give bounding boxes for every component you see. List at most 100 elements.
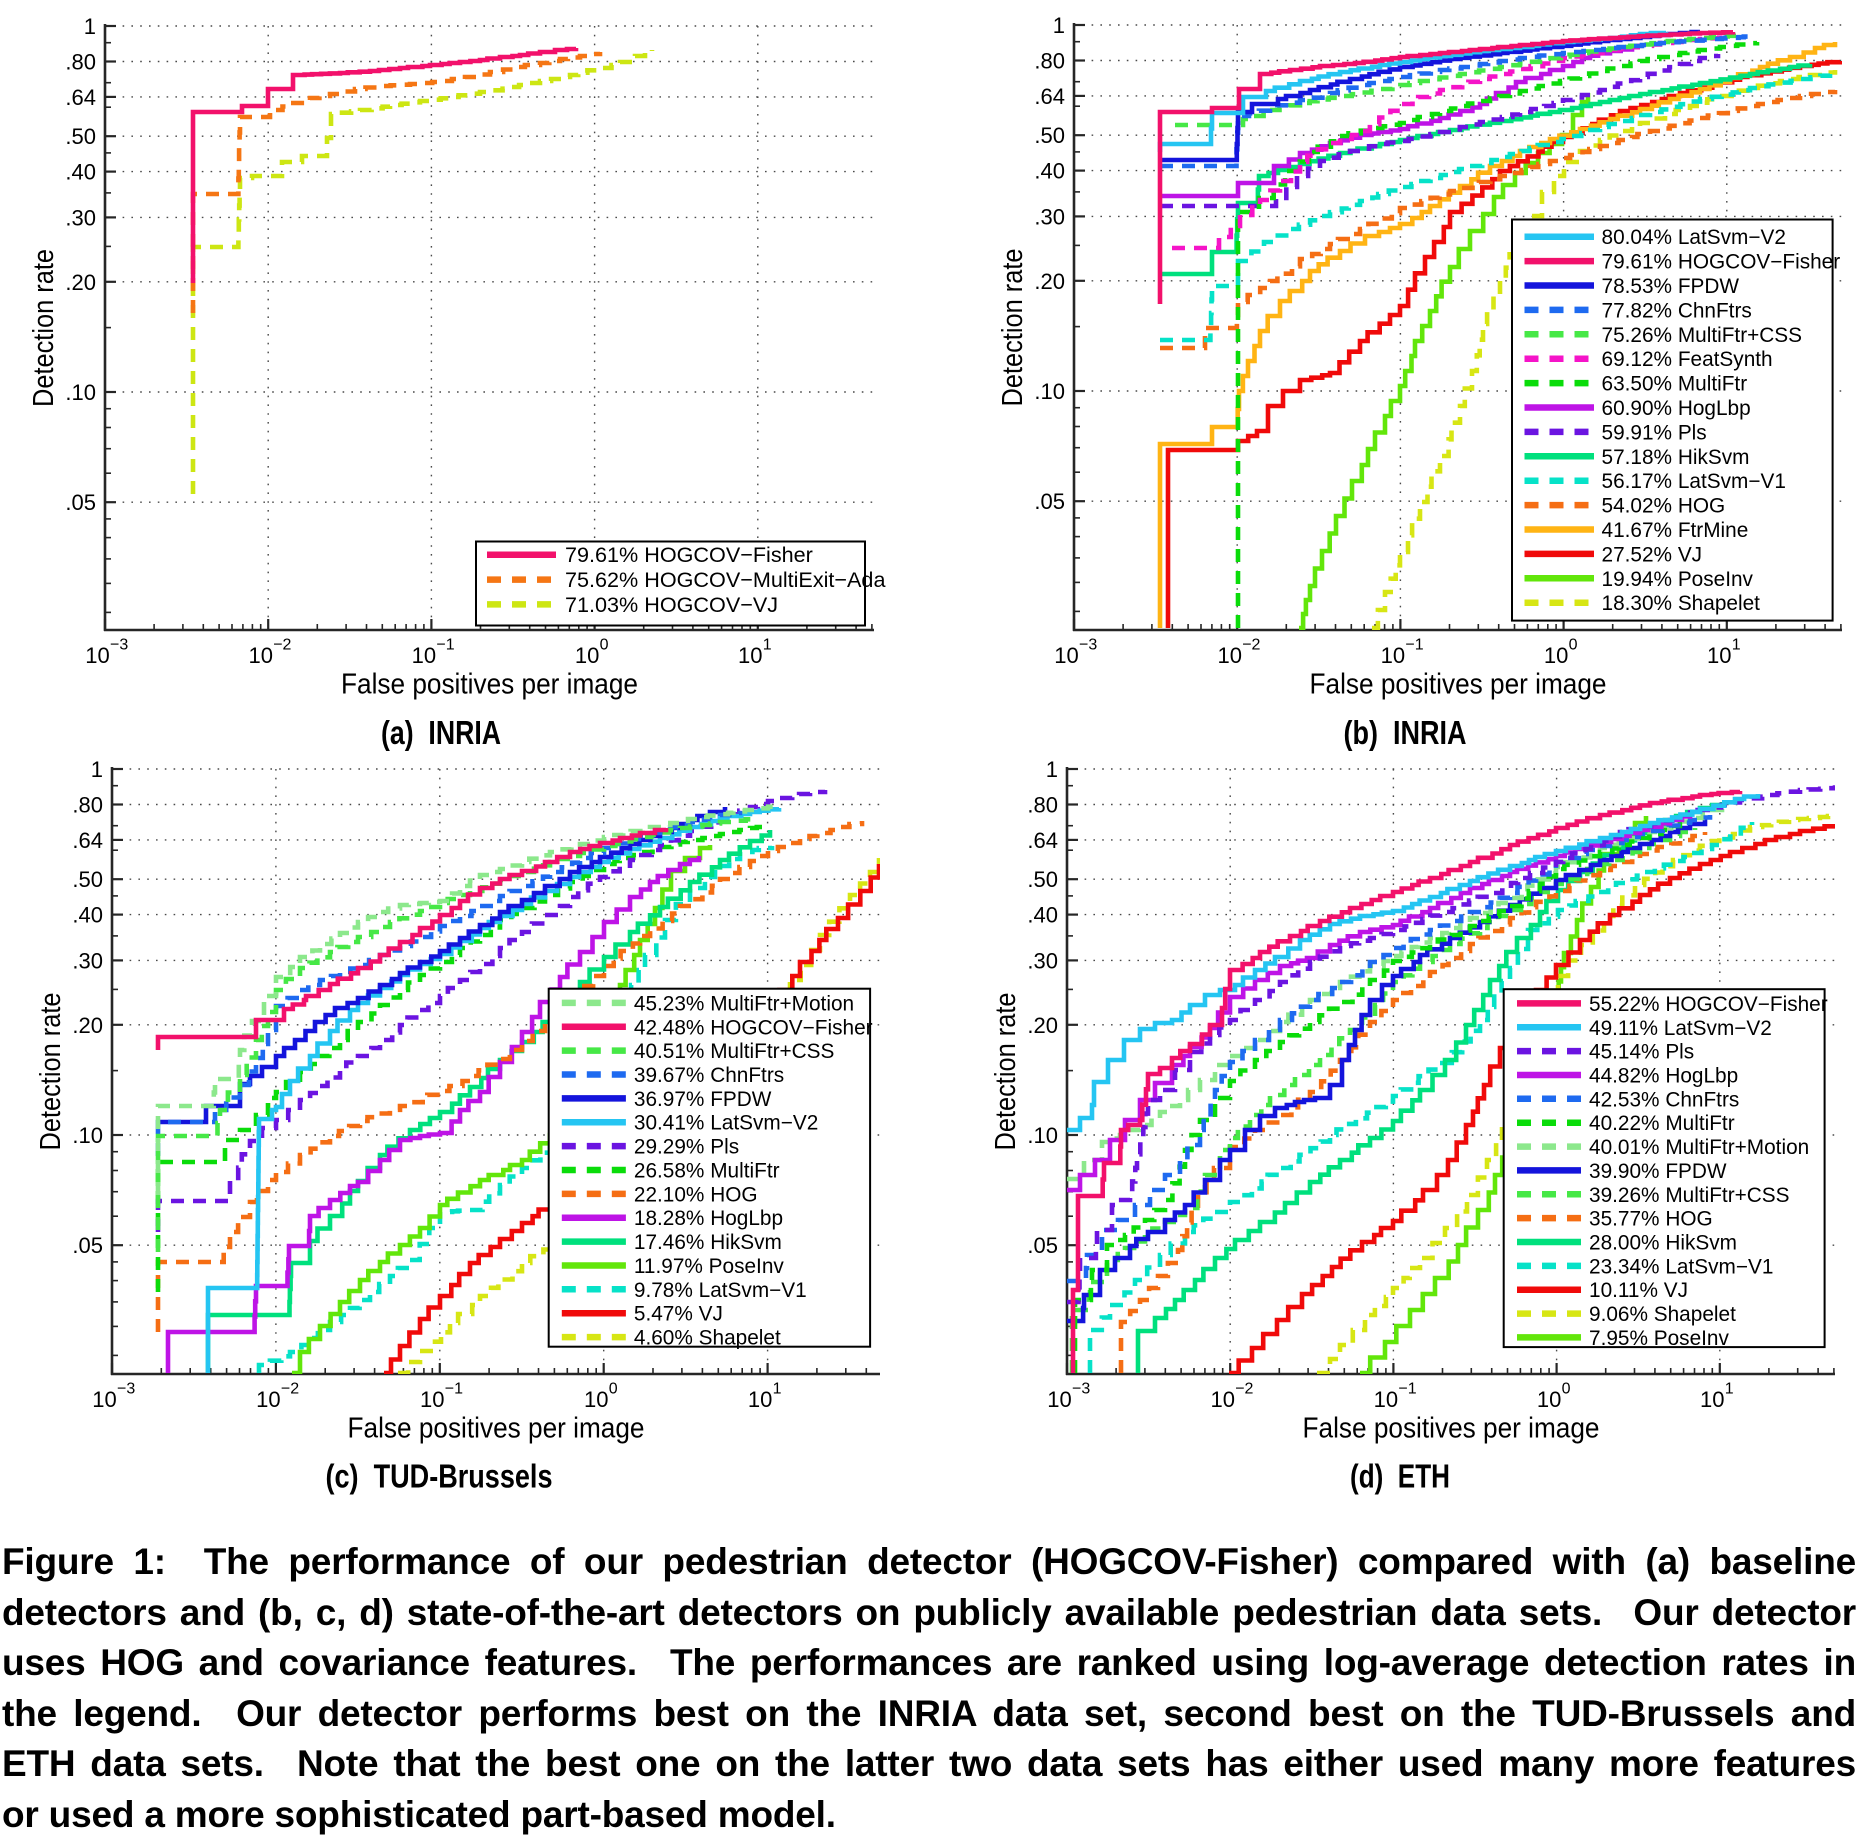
svg-text:17.46% HikSvm: 17.46% HikSvm [634, 1231, 782, 1254]
svg-text:.64: .64 [1027, 828, 1058, 853]
svg-text:10: 10 [85, 643, 109, 668]
svg-text:39.90% FPDW: 39.90% FPDW [1589, 1160, 1727, 1183]
svg-text:.05: .05 [72, 1233, 103, 1258]
svg-text:.64: .64 [72, 828, 103, 853]
svg-text:77.82% ChnFtrs: 77.82% ChnFtrs [1602, 299, 1752, 322]
svg-text:1: 1 [91, 757, 103, 782]
svg-text:−1: −1 [445, 1381, 463, 1398]
svg-text:−1: −1 [1398, 1381, 1416, 1398]
svg-text:4.60% Shapelet: 4.60% Shapelet [634, 1327, 781, 1350]
svg-text:.20: .20 [1034, 269, 1065, 294]
svg-text:69.12% FeatSynth: 69.12% FeatSynth [1602, 348, 1773, 371]
svg-text:10: 10 [1210, 1387, 1234, 1412]
svg-text:55.22% HOGCOV−Fisher: 55.22% HOGCOV−Fisher [1589, 993, 1828, 1016]
svg-text:54.02% HOG: 54.02% HOG [1602, 495, 1726, 518]
svg-text:18.30% Shapelet: 18.30% Shapelet [1602, 592, 1761, 615]
svg-text:(b) INRIA: (b) INRIA [1344, 714, 1467, 751]
svg-text:28.00% HikSvm: 28.00% HikSvm [1589, 1232, 1737, 1255]
svg-text:10: 10 [256, 1387, 280, 1412]
svg-text:.80: .80 [72, 793, 103, 818]
svg-text:10: 10 [248, 643, 272, 668]
svg-text:False positives per image: False positives per image [1310, 669, 1607, 701]
svg-text:23.34% LatSvm−V1: 23.34% LatSvm−V1 [1589, 1255, 1773, 1278]
svg-text:Detection rate: Detection rate [997, 249, 1029, 407]
svg-text:−2: −2 [273, 637, 291, 654]
svg-text:22.10% HOG: 22.10% HOG [634, 1183, 758, 1206]
svg-text:.40: .40 [1027, 903, 1058, 928]
svg-text:−3: −3 [1072, 1381, 1090, 1398]
svg-text:.10: .10 [1027, 1123, 1058, 1148]
svg-text:10: 10 [1381, 643, 1405, 668]
svg-text:.50: .50 [72, 867, 103, 892]
svg-text:10: 10 [1217, 643, 1241, 668]
svg-text:−3: −3 [1079, 637, 1097, 654]
svg-text:59.91% Pls: 59.91% Pls [1602, 421, 1707, 444]
svg-text:1: 1 [1053, 13, 1065, 38]
svg-text:.64: .64 [65, 85, 96, 110]
svg-text:18.28% HogLbp: 18.28% HogLbp [634, 1207, 783, 1230]
svg-text:40.01% MultiFtr+Motion: 40.01% MultiFtr+Motion [1589, 1136, 1809, 1159]
svg-text:.64: .64 [1034, 84, 1065, 109]
svg-text:−3: −3 [110, 637, 128, 654]
svg-text:.40: .40 [72, 903, 103, 928]
svg-text:10: 10 [584, 1387, 608, 1412]
svg-text:71.03% HOGCOV−VJ: 71.03% HOGCOV−VJ [565, 592, 778, 617]
svg-text:.10: .10 [72, 1123, 103, 1148]
svg-text:1: 1 [773, 1381, 782, 1398]
svg-text:1: 1 [1725, 1381, 1734, 1398]
svg-text:40.22% MultiFtr: 40.22% MultiFtr [1589, 1112, 1735, 1135]
svg-text:.05: .05 [1027, 1233, 1058, 1258]
svg-text:−3: −3 [117, 1381, 135, 1398]
svg-text:7.95% PoseInv: 7.95% PoseInv [1589, 1327, 1729, 1350]
svg-text:35.77% HOG: 35.77% HOG [1589, 1208, 1713, 1231]
svg-text:26.58% MultiFtr: 26.58% MultiFtr [634, 1160, 780, 1183]
svg-text:.80: .80 [1034, 49, 1065, 74]
svg-text:.20: .20 [1027, 1013, 1058, 1038]
svg-text:.05: .05 [65, 490, 96, 515]
svg-text:−2: −2 [281, 1381, 299, 1398]
svg-text:10: 10 [738, 643, 762, 668]
svg-text:10: 10 [1054, 643, 1078, 668]
svg-text:Detection rate: Detection rate [28, 249, 60, 407]
svg-text:80.04% LatSvm−V2: 80.04% LatSvm−V2 [1602, 226, 1786, 249]
svg-text:19.94% PoseInv: 19.94% PoseInv [1602, 568, 1754, 591]
svg-text:−1: −1 [1405, 637, 1423, 654]
svg-text:.10: .10 [65, 380, 96, 405]
svg-text:10: 10 [1544, 643, 1568, 668]
svg-text:1: 1 [763, 637, 772, 654]
svg-text:.20: .20 [65, 270, 96, 295]
svg-text:(c) TUD-Brussels: (c) TUD-Brussels [326, 1458, 553, 1495]
svg-text:10: 10 [575, 643, 599, 668]
svg-text:78.53% FPDW: 78.53% FPDW [1602, 275, 1740, 298]
svg-text:79.61% HOGCOV−Fisher: 79.61% HOGCOV−Fisher [565, 542, 813, 567]
svg-text:1: 1 [84, 14, 96, 39]
svg-text:−2: −2 [1242, 637, 1260, 654]
svg-text:29.29% Pls: 29.29% Pls [634, 1136, 739, 1159]
svg-text:.30: .30 [1027, 948, 1058, 973]
svg-text:41.67% FtrMine: 41.67% FtrMine [1602, 519, 1749, 542]
svg-text:9.06% Shapelet: 9.06% Shapelet [1589, 1303, 1736, 1326]
svg-text:Detection rate: Detection rate [990, 993, 1022, 1151]
svg-text:False positives per image: False positives per image [1303, 1413, 1600, 1445]
svg-text:Detection rate: Detection rate [35, 993, 67, 1151]
svg-text:.40: .40 [65, 160, 96, 185]
svg-text:56.17% LatSvm−V1: 56.17% LatSvm−V1 [1602, 470, 1786, 493]
svg-text:10: 10 [1537, 1387, 1561, 1412]
svg-text:10: 10 [748, 1387, 772, 1412]
svg-text:10: 10 [1707, 643, 1731, 668]
svg-text:0: 0 [1562, 1381, 1571, 1398]
svg-text:.30: .30 [65, 205, 96, 230]
svg-text:27.52% VJ: 27.52% VJ [1602, 543, 1703, 566]
svg-text:39.26% MultiFtr+CSS: 39.26% MultiFtr+CSS [1589, 1184, 1790, 1207]
svg-text:42.48% HOGCOV−Fisher: 42.48% HOGCOV−Fisher [634, 1016, 873, 1039]
svg-text:10: 10 [412, 643, 436, 668]
svg-text:10: 10 [1700, 1387, 1724, 1412]
svg-text:0: 0 [1569, 637, 1578, 654]
svg-text:1: 1 [1732, 637, 1741, 654]
svg-text:.40: .40 [1034, 159, 1065, 184]
svg-text:.05: .05 [1034, 489, 1065, 514]
svg-text:57.18% HikSvm: 57.18% HikSvm [1602, 446, 1750, 469]
svg-text:45.23% MultiFtr+Motion: 45.23% MultiFtr+Motion [634, 992, 854, 1015]
svg-text:5.47% VJ: 5.47% VJ [634, 1303, 723, 1326]
svg-text:36.97% FPDW: 36.97% FPDW [634, 1088, 772, 1111]
